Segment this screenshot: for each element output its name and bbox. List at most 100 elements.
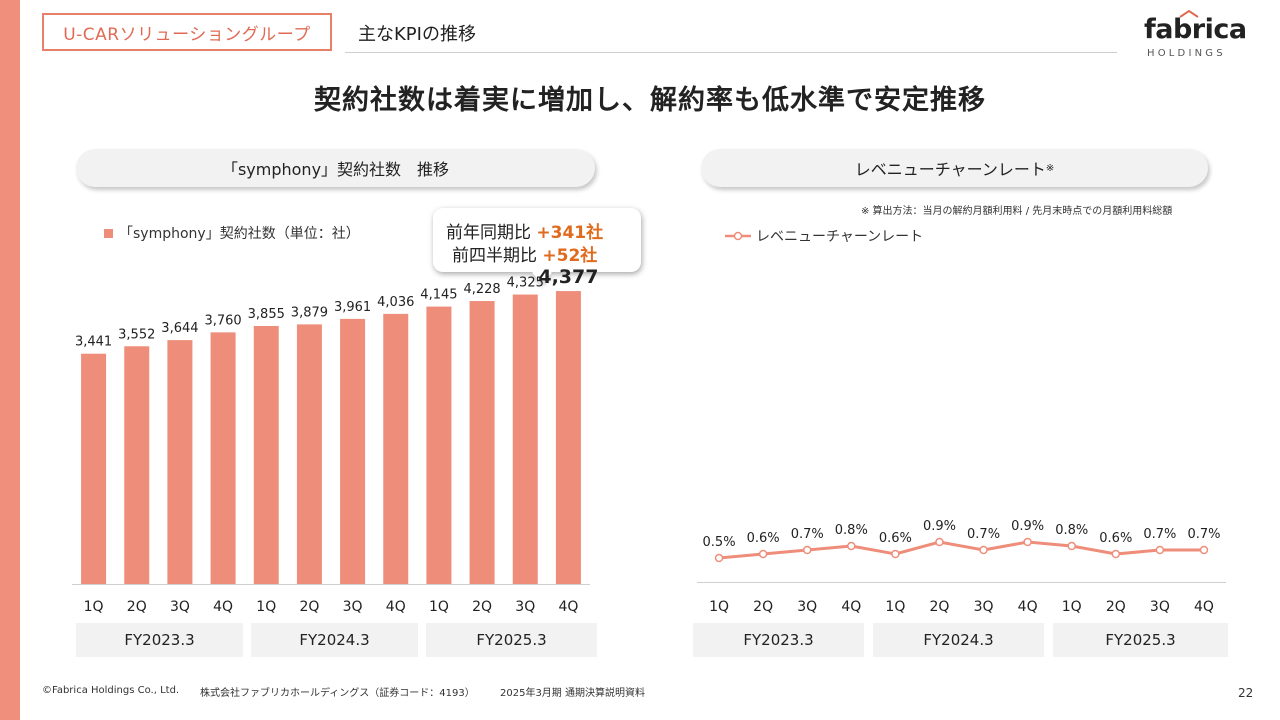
- callout-qoq: 前四半期比 +52社: [452, 241, 597, 266]
- bar-11: [512, 294, 538, 584]
- right-panel-title: レベニューチャーンレート ※: [701, 149, 1208, 187]
- churn-point-11: [1155, 545, 1165, 555]
- line-tick-label-11: 3Q: [1150, 599, 1170, 615]
- churn-value-label-9: 0.8%: [1055, 523, 1088, 538]
- bar-legend: 「symphony」契約社数（単位：社）: [104, 223, 360, 243]
- churn-point-12: [1199, 545, 1209, 555]
- right-panel-title-text: レベニューチャーンレート: [854, 160, 1046, 179]
- bar-value-label-7: 3,961: [334, 300, 371, 315]
- bar-tick-label-9: 1Q: [429, 599, 449, 615]
- bar-value-label-1: 3,441: [75, 335, 112, 350]
- section-title: 主なKPIの推移: [358, 24, 476, 45]
- fy-label-left-3: FY2025.3: [426, 623, 597, 657]
- bar-4: [210, 332, 236, 584]
- callout-qoq-label: 前四半期比: [452, 246, 537, 266]
- bar-value-label-4: 3,760: [204, 313, 241, 328]
- bar-10: [469, 301, 495, 584]
- line-legend-text: レベニューチャーンレート: [756, 229, 924, 245]
- fy-label-right-3: FY2025.3: [1053, 623, 1228, 657]
- churn-value-label-7: 0.7%: [967, 527, 1000, 542]
- line-tick-label-4: 4Q: [841, 599, 861, 615]
- bar-value-label-9: 4,145: [420, 288, 457, 303]
- churn-point-10: [1111, 549, 1121, 559]
- footer-company: 株式会社ファブリカホールディングス（証券コード：4193）: [200, 688, 475, 699]
- line-tick-label-5: 1Q: [885, 599, 905, 615]
- line-tick-label-1: 1Q: [709, 599, 729, 615]
- line-tick-label-10: 2Q: [1106, 599, 1126, 615]
- bar-2: [124, 346, 150, 584]
- bar-value-label-3: 3,644: [161, 321, 198, 336]
- bar-legend-text: 「symphony」契約社数（単位：社）: [119, 226, 360, 242]
- bar-tick-label-2: 2Q: [127, 599, 147, 615]
- bar-tick-label-11: 3Q: [515, 599, 535, 615]
- churn-value-label-10: 0.6%: [1099, 531, 1132, 546]
- bar-8: [383, 313, 409, 584]
- bar-7: [340, 318, 366, 584]
- legend-swatch: [104, 228, 113, 238]
- fy-label-left-1: FY2023.3: [76, 623, 243, 657]
- bar-value-label-6: 3,879: [291, 305, 328, 320]
- churn-value-label-1: 0.5%: [703, 535, 736, 550]
- churn-point-1: [714, 553, 724, 563]
- churn-point-5: [891, 549, 900, 559]
- bar-tick-label-7: 3Q: [343, 599, 363, 615]
- note-mark: ※: [1045, 162, 1055, 174]
- churn-point-8: [1023, 537, 1032, 547]
- fabrica-logo: fabrica HOLDINGS: [1138, 10, 1248, 64]
- line-tick-label-6: 2Q: [929, 599, 949, 615]
- bar-tick-label-8: 4Q: [386, 599, 406, 615]
- churn-value-label-5: 0.6%: [879, 531, 912, 546]
- left-panel-title-text: 「symphony」契約社数 推移: [221, 160, 450, 179]
- churn-value-label-2: 0.6%: [747, 531, 780, 546]
- bar-tick-label-6: 2Q: [299, 599, 319, 615]
- line-legend-icon: [725, 231, 751, 241]
- header-divider: [345, 52, 1117, 53]
- bar-6: [296, 324, 322, 584]
- churn-value-label-3: 0.7%: [791, 527, 824, 542]
- bar-9: [426, 306, 452, 584]
- line-legend: レベニューチャーンレート: [724, 226, 923, 246]
- bar-value-label-11: 4,325: [507, 276, 544, 291]
- logo-subtext: HOLDINGS: [1147, 48, 1226, 59]
- bar-value-label-12: 4,377: [538, 266, 598, 288]
- fy-label-left-2: FY2024.3: [251, 623, 418, 657]
- line-tick-label-7: 3Q: [974, 599, 994, 615]
- callout-yoy-value: +341社: [536, 223, 604, 243]
- line-tick-label-2: 2Q: [753, 599, 773, 615]
- churn-value-label-8: 0.9%: [1011, 519, 1044, 534]
- footer-document: 2025年3月期 通期決算説明資料: [500, 688, 645, 699]
- churn-point-9: [1067, 541, 1076, 551]
- left-panel-title: 「symphony」契約社数 推移: [76, 149, 595, 187]
- callout-qoq-value: +52社: [542, 246, 598, 266]
- churn-point-7: [979, 545, 988, 555]
- churn-point-3: [802, 545, 812, 555]
- bar-12: [555, 291, 581, 584]
- callout-yoy-label: 前年同期比: [446, 223, 531, 243]
- logo-accent-icon: [1179, 10, 1199, 18]
- page-number: 22: [1238, 686, 1254, 700]
- churn-value-label-11: 0.7%: [1143, 527, 1176, 542]
- bar-tick-label-5: 1Q: [256, 599, 276, 615]
- fy-label-right-2: FY2024.3: [873, 623, 1044, 657]
- bar-tick-label-3: 3Q: [170, 599, 190, 615]
- logo-text: fabrica: [1144, 14, 1247, 45]
- side-stripe: [0, 0, 20, 720]
- callout-yoy: 前年同期比 +341社: [446, 218, 603, 243]
- bar-1: [81, 353, 107, 584]
- page-title: 契約社数は着実に増加し、解約率も低水準で安定推移: [314, 85, 986, 116]
- line-tick-label-8: 4Q: [1018, 599, 1038, 615]
- bar-value-label-2: 3,552: [118, 327, 155, 342]
- churn-point-2: [758, 549, 768, 559]
- bar-5: [253, 326, 279, 584]
- bar-tick-label-10: 2Q: [472, 599, 492, 615]
- bar-value-label-10: 4,228: [463, 282, 500, 297]
- line-tick-label-9: 1Q: [1062, 599, 1082, 615]
- growth-callout: [433, 208, 641, 272]
- churn-value-label-6: 0.9%: [923, 519, 956, 534]
- churn-value-label-12: 0.7%: [1187, 527, 1220, 542]
- bar-3: [167, 340, 193, 584]
- line-tick-label-3: 3Q: [797, 599, 817, 615]
- footer-copyright: ©Fabrica Holdings Co., Ltd.: [42, 685, 180, 696]
- group-label: U-CARソリューショングループ: [42, 13, 332, 51]
